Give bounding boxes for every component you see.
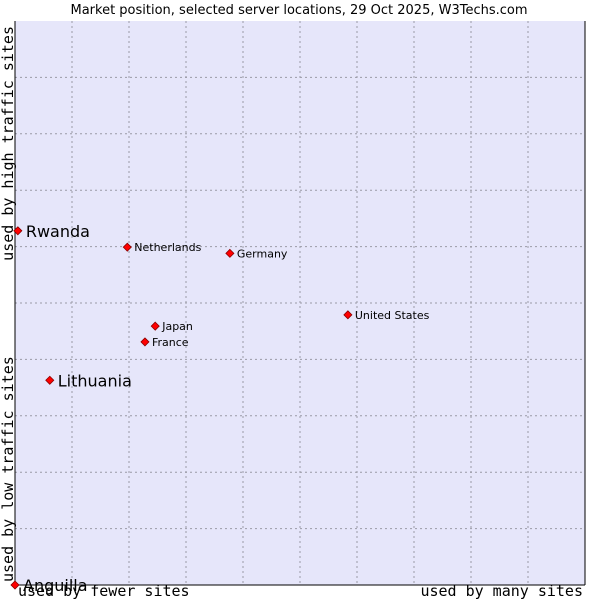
point-label: Anguilla [23,576,88,595]
chart-title: Market position, selected server locatio… [70,3,527,18]
point-marker [10,580,20,590]
x-axis-label-left: used by fewer sites [18,582,190,600]
data-point-lithuania: Lithuania [45,371,132,390]
point-label: France [152,336,189,349]
point-label: United States [355,309,430,322]
point-marker [343,310,353,320]
plot-area [14,21,586,586]
data-point-netherlands: Netherlands [122,241,202,254]
point-marker [45,375,55,385]
point-label: Germany [237,247,288,260]
data-point-japan: Japan [150,320,193,333]
data-points: Rwanda Netherlands Germany United States Jap… [10,222,430,595]
point-marker [140,337,150,347]
data-point-france: France [140,336,189,349]
point-marker [225,248,235,258]
point-label: Netherlands [134,241,201,254]
point-marker [150,321,160,331]
data-point-rwanda: Rwanda [13,222,90,241]
x-axis-label-right: used by many sites [420,582,583,600]
point-marker [13,226,23,236]
data-point-anguilla: Anguilla [10,576,88,595]
point-marker [122,242,132,252]
point-label: Rwanda [26,222,90,241]
point-label: Lithuania [58,371,132,390]
y-axis-label-top: used by high traffic sites [0,26,17,261]
data-point-germany: Germany [225,247,288,260]
y-axis-label-bottom: used by low traffic sites [0,356,17,582]
data-point-united-states: United States [343,309,430,322]
point-label: Japan [161,320,193,333]
